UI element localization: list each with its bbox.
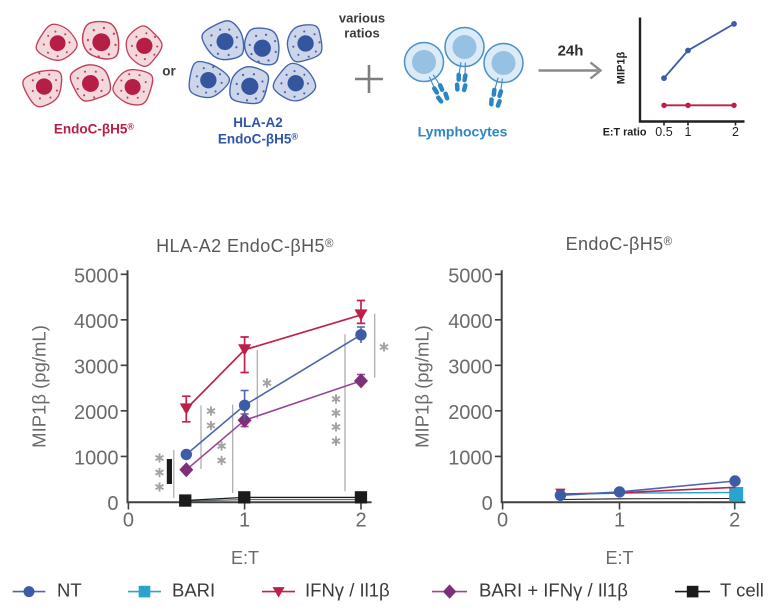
svg-text:2: 2 <box>729 510 740 532</box>
svg-text:0: 0 <box>497 510 508 532</box>
svg-text:various: various <box>339 11 385 26</box>
svg-text:ratios: ratios <box>344 26 379 41</box>
svg-text:E:T ratio: E:T ratio <box>603 127 647 139</box>
svg-text:EndoC-βH5®: EndoC-βH5® <box>218 132 299 147</box>
svg-text:0: 0 <box>107 493 118 515</box>
svg-text:IFNγ / Il1β: IFNγ / Il1β <box>305 580 390 601</box>
svg-text:MIP1β (pg/mL): MIP1β (pg/mL) <box>29 325 50 448</box>
svg-text:1: 1 <box>685 125 692 139</box>
svg-text:1: 1 <box>614 510 625 532</box>
svg-text:NT: NT <box>57 580 82 601</box>
svg-text:Lymphocytes: Lymphocytes <box>418 124 508 140</box>
svg-text:E:T: E:T <box>605 548 633 568</box>
svg-text:HLA-A2: HLA-A2 <box>233 115 283 130</box>
svg-text:2: 2 <box>355 510 366 532</box>
svg-text:3000: 3000 <box>74 357 119 379</box>
svg-text:HLA-A2 EndoC-βH5®: HLA-A2 EndoC-βH5® <box>156 236 334 256</box>
svg-text:5000: 5000 <box>448 266 493 288</box>
svg-text:EndoC-βH5®: EndoC-βH5® <box>54 122 135 137</box>
svg-text:BARI + IFNγ / Il1β: BARI + IFNγ / Il1β <box>479 580 628 601</box>
svg-text:2000: 2000 <box>448 402 493 424</box>
svg-text:E:T: E:T <box>231 548 259 568</box>
svg-text:or: or <box>162 64 176 79</box>
svg-text:1: 1 <box>239 510 250 532</box>
svg-text:MIP1β (pg/mL): MIP1β (pg/mL) <box>412 325 433 448</box>
svg-text:2: 2 <box>732 125 739 139</box>
svg-text:BARI: BARI <box>172 580 215 601</box>
svg-text:24h: 24h <box>558 43 584 60</box>
svg-text:4000: 4000 <box>74 311 119 333</box>
svg-text:EndoC-βH5®: EndoC-βH5® <box>566 234 673 254</box>
svg-text:2000: 2000 <box>74 402 119 424</box>
svg-text:1000: 1000 <box>74 448 119 470</box>
svg-text:T cell: T cell <box>720 580 764 601</box>
svg-text:0.5: 0.5 <box>655 125 672 139</box>
svg-text:4000: 4000 <box>448 311 493 333</box>
svg-text:0: 0 <box>482 493 493 515</box>
svg-text:3000: 3000 <box>448 357 493 379</box>
svg-text:1000: 1000 <box>448 448 493 470</box>
svg-text:MIP1β: MIP1β <box>616 52 628 85</box>
svg-text:0: 0 <box>123 510 134 532</box>
svg-text:5000: 5000 <box>74 266 119 288</box>
